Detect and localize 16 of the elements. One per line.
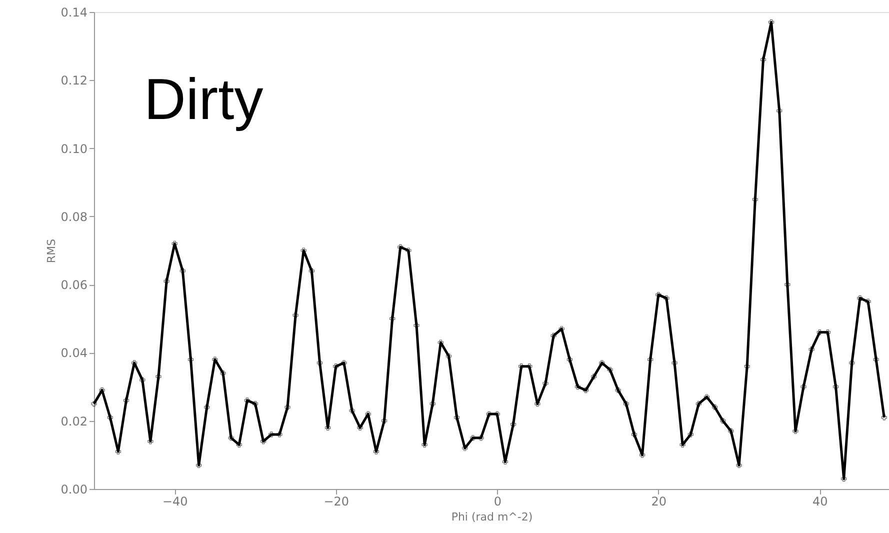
x-tick-label: 0 [494,494,502,508]
y-tick-label: 0.06 [60,278,88,292]
y-tick-label: 0.12 [60,74,88,88]
x-axis-title: Phi (rad m^-2) [451,510,533,524]
x-tick-label: −40 [162,494,188,508]
y-tick-label: 0.14 [60,6,88,20]
x-tick-label: 40 [812,494,828,508]
y-tick-label: 0.00 [60,482,88,496]
annotation: Dirty [144,67,264,132]
y-axis-title: RMS [44,238,58,264]
x-tick-label: 20 [651,494,667,508]
x-tick-label: −20 [324,494,350,508]
y-tick-label: 0.10 [60,142,88,156]
y-tick-label: 0.08 [60,210,88,224]
y-tick-label: 0.02 [60,414,88,428]
y-tick-label: 0.04 [60,346,88,360]
